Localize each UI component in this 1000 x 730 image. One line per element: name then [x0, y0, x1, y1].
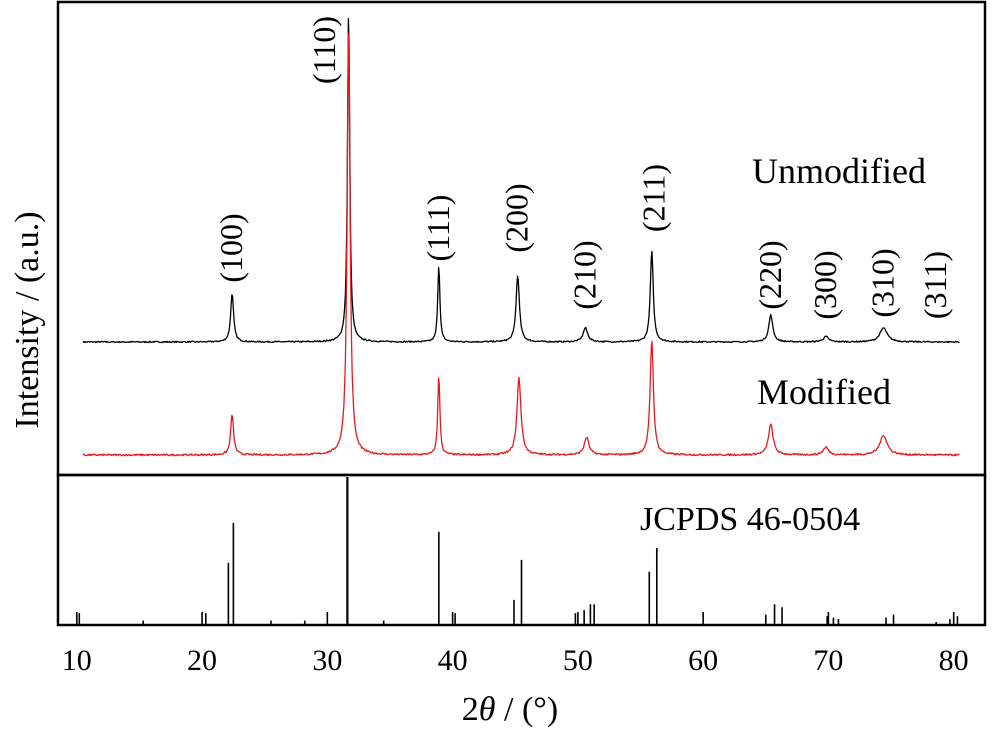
- x-tick-label: 80: [939, 644, 969, 677]
- x-tick-label: 20: [187, 644, 217, 677]
- series-label-unmodified: Unmodified: [752, 151, 926, 191]
- x-tick-label: 50: [563, 644, 593, 677]
- x-axis-title: 2θ / (°): [462, 691, 558, 728]
- reference-label: JCPDS 46-0504: [640, 501, 860, 538]
- hkl-label: (311): [917, 251, 953, 319]
- x-tick-label: 60: [688, 644, 718, 677]
- y-axis-title: Intensity / (a.u.): [9, 211, 46, 428]
- x-tick-label: 30: [312, 644, 342, 677]
- x-tick-label: 40: [438, 644, 468, 677]
- hkl-label: (211): [635, 164, 671, 232]
- series-line-modified: [82, 33, 960, 457]
- series-line-unmodified: [82, 18, 960, 344]
- series-label-modified: Modified: [757, 372, 891, 412]
- hkl-labels: (100) (110) (111) (200) (210) (211) (220) (300)…: [213, 16, 953, 320]
- x-axis-tick-labels: 10 20 30 40 50 60 70 80: [62, 644, 969, 677]
- x-tick-label: 70: [813, 644, 843, 677]
- hkl-label: (210): [566, 240, 602, 309]
- hkl-label: (110): [306, 16, 342, 84]
- hkl-label: (220): [752, 240, 788, 309]
- x-tick-label: 10: [62, 644, 92, 677]
- hkl-label: (300): [807, 250, 843, 319]
- hkl-label: (200): [499, 183, 535, 252]
- reference-pattern: [78, 477, 959, 625]
- x-axis-ticks: [75, 612, 955, 625]
- hkl-label: (100): [213, 213, 249, 282]
- hkl-label: (310): [865, 248, 901, 317]
- hkl-label: (111): [420, 195, 456, 262]
